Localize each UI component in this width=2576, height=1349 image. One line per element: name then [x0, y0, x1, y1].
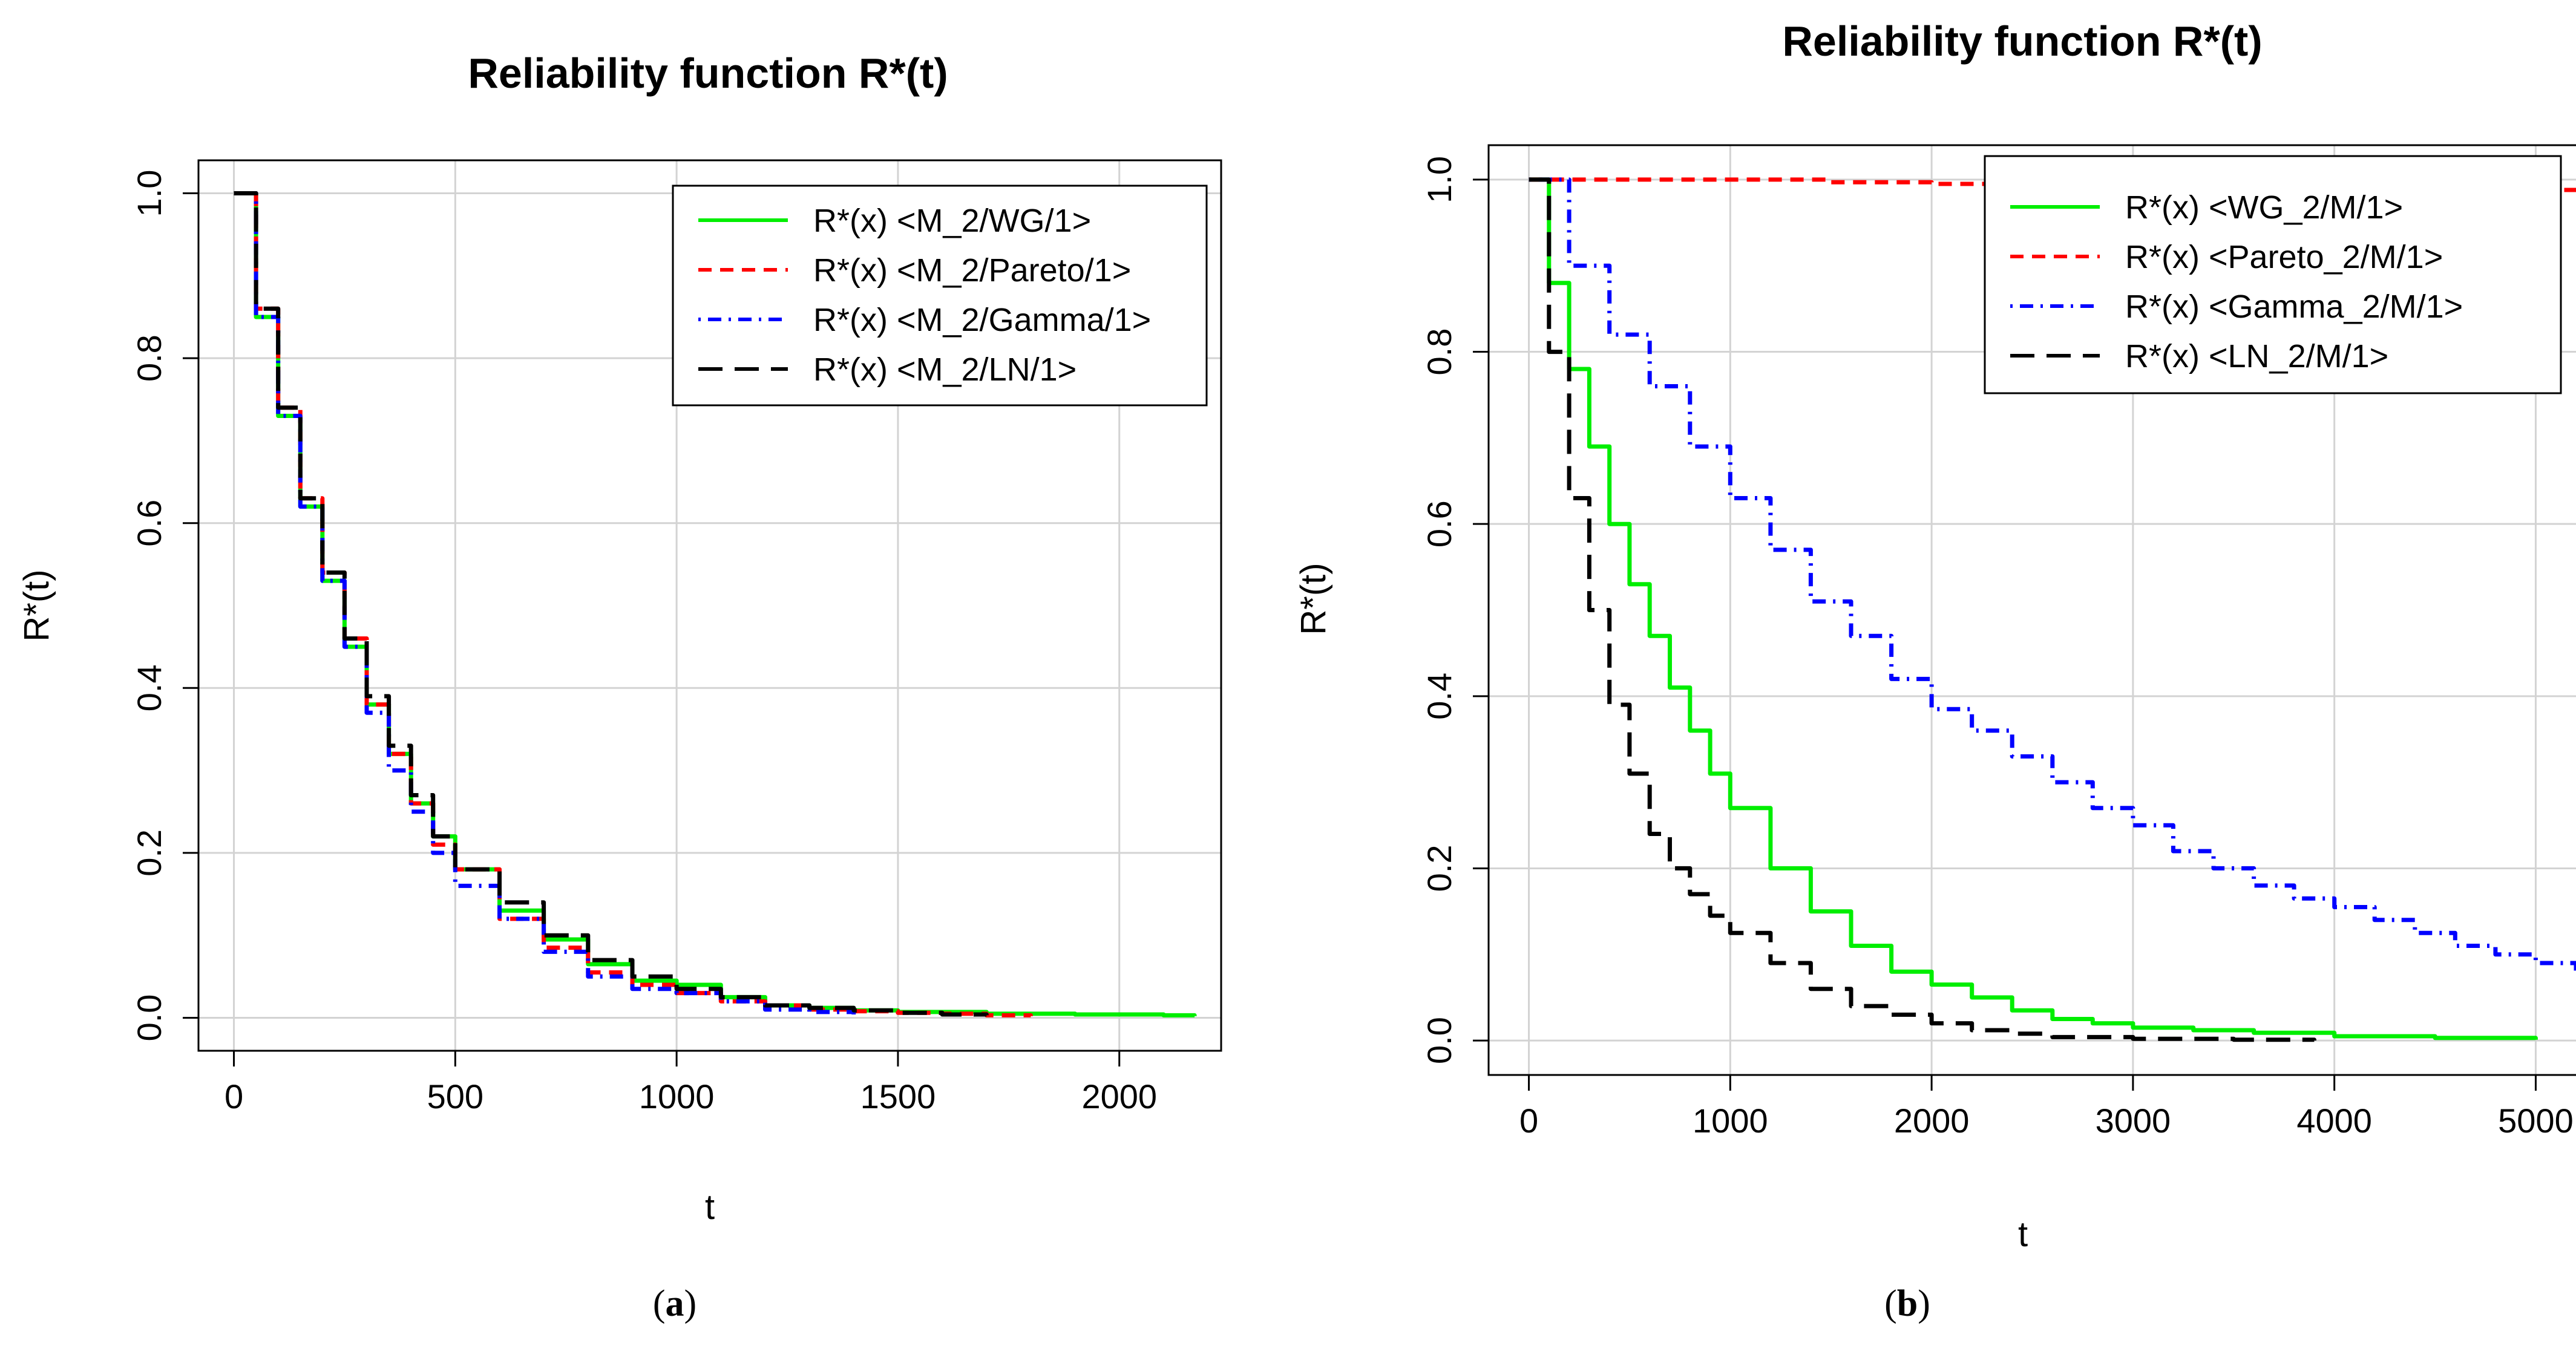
series-line-1: [1529, 177, 2538, 1040]
y-tick-label: 0.0: [1420, 1017, 1458, 1064]
panel-a-x-axis-label: t: [705, 1187, 715, 1227]
y-tick-label: 0.6: [1420, 500, 1458, 547]
y-tick-label: 0.6: [130, 500, 168, 547]
y-tick-label: 1.0: [130, 170, 168, 217]
panel-a-y-axis-label: R*(t): [17, 569, 56, 641]
x-tick-label: 500: [427, 1077, 483, 1115]
y-tick-label: 1.0: [1420, 156, 1458, 203]
legend-label-2: R*(x) <M_2/Pareto/1>: [813, 252, 1131, 289]
caption-b-close-paren: ): [1918, 1283, 1930, 1324]
caption-b: (b): [1884, 1283, 1930, 1324]
panel-a-x-axis: 0 500 1000 1500 2000: [224, 1050, 1157, 1115]
series-line-4: [234, 191, 989, 1017]
legend-label-4: R*(x) <LN_2/M/1>: [2125, 338, 2388, 374]
y-tick-label: 0.2: [130, 829, 168, 877]
series-line-4: [1529, 177, 2316, 1042]
y-tick-label: 0.4: [130, 664, 168, 711]
x-tick-label: 3000: [2096, 1102, 2171, 1140]
legend-box: [672, 185, 1208, 407]
panel-b-y-axis: 0.0 0.2 0.4 0.6 0.8 1.0: [1420, 156, 1490, 1064]
caption-b-open-paren: (: [1884, 1283, 1897, 1324]
y-tick-label: 0.4: [1420, 673, 1458, 720]
panel-b-legend: R*(x) <WG_2/M/1> R*(x) <Pareto_2/M/1> R*(x…: [1984, 155, 2562, 394]
x-tick-label: 0: [224, 1077, 243, 1115]
panel-a-title: Reliability function R*(t): [468, 50, 948, 97]
panel-a-legend: R*(x) <M_2/WG/1> R*(x) <M_2/Pareto/1> R*(x…: [672, 185, 1208, 407]
panel-b: Reliability function R*(t) 0 1000 2000 3000…: [1294, 18, 2576, 1254]
y-tick-label: 0.8: [1420, 328, 1458, 376]
panel-a-series: [234, 191, 1197, 1017]
x-tick-label: 1000: [1693, 1102, 1768, 1140]
legend-label-2: R*(x) <Pareto_2/M/1>: [2125, 239, 2443, 275]
caption-a-open-paren: (: [653, 1283, 666, 1324]
caption-b-letter: b: [1897, 1283, 1918, 1324]
x-tick-label: 5000: [2498, 1102, 2574, 1140]
x-tick-label: 0: [1519, 1102, 1538, 1140]
panel-b-x-axis-label: t: [2018, 1215, 2028, 1254]
x-tick-label: 4000: [2296, 1102, 2372, 1140]
panel-a: Reliability function R*(t) 0 500 1000 1500 2…: [17, 50, 1222, 1227]
caption-a-letter: a: [666, 1283, 684, 1324]
x-tick-label: 2000: [1081, 1077, 1157, 1115]
caption-a: (a): [653, 1283, 696, 1324]
legend-label-3: R*(x) <Gamma_2/M/1>: [2125, 289, 2463, 325]
legend-box: [1984, 155, 2562, 394]
series-line-3: [1529, 177, 2576, 972]
caption-a-close-paren: ): [684, 1283, 697, 1324]
y-tick-label: 0.2: [1420, 845, 1458, 892]
legend-label-4: R*(x) <M_2/LN/1>: [813, 351, 1077, 388]
panel-a-y-axis: 0.0 0.2 0.4 0.6 0.8 1.0: [130, 170, 200, 1042]
legend-label-3: R*(x) <M_2/Gamma/1>: [813, 302, 1151, 338]
y-tick-label: 0.0: [130, 995, 168, 1042]
legend-label-1: R*(x) <M_2/WG/1>: [813, 203, 1091, 239]
y-tick-label: 0.8: [130, 335, 168, 382]
panel-b-y-axis-label: R*(t): [1294, 563, 1333, 635]
legend-label-1: R*(x) <WG_2/M/1>: [2125, 189, 2403, 226]
x-tick-label: 1000: [639, 1077, 715, 1115]
x-tick-label: 2000: [1894, 1102, 1970, 1140]
panel-b-x-axis: 0 1000 2000 3000 4000 5000: [1519, 1074, 2574, 1140]
x-tick-label: 1500: [860, 1077, 936, 1115]
panel-b-title: Reliability function R*(t): [1782, 18, 2262, 65]
